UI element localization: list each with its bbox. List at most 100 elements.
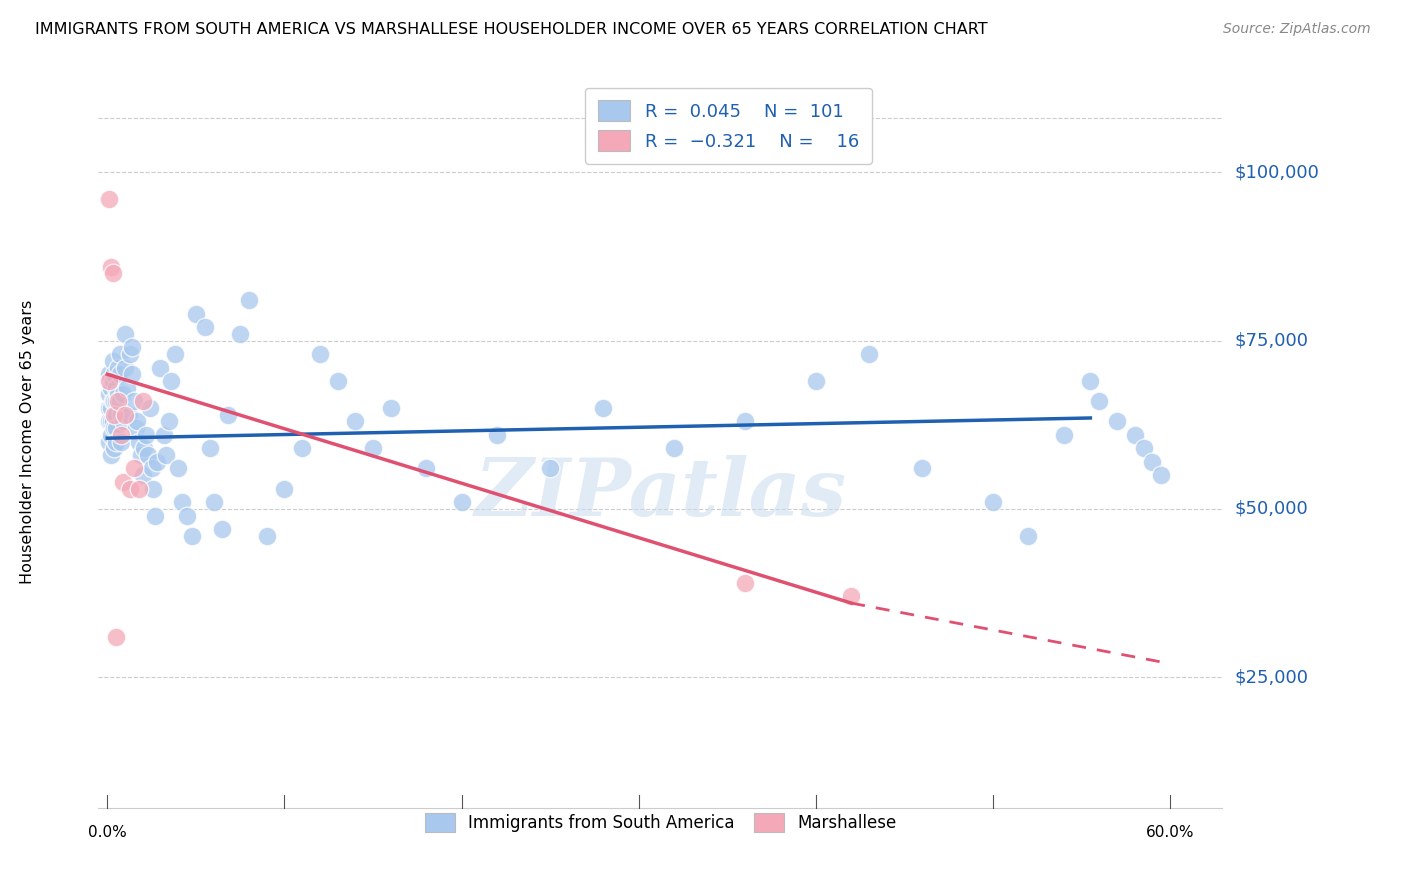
Point [103,408,125,422]
Point [110,408,132,422]
Point [120,347,142,361]
Point [101,394,124,409]
Point [105,394,128,409]
Point [101,266,124,280]
Text: ZIPatlas: ZIPatlas [475,455,846,533]
Point [128,434,150,449]
Point [134,442,156,456]
Point [101,414,124,428]
Text: Householder Income Over 65 years: Householder Income Over 65 years [20,300,35,583]
Point [198,442,221,456]
Point [122,394,145,409]
Point [160,374,183,388]
Text: $25,000: $25,000 [1234,668,1309,686]
Point [122,461,145,475]
Point [1150,468,1173,483]
Point [112,475,135,489]
Point [100,448,122,462]
Point [127,414,149,428]
Point [103,421,125,435]
Point [238,293,260,308]
Point [105,434,128,449]
Point [107,394,129,409]
Point [98,368,121,382]
Point [911,461,934,475]
Point [112,414,135,428]
Point [291,442,314,456]
Point [136,448,159,462]
Point [139,401,162,415]
Point [361,442,384,456]
Point [124,421,146,435]
Point [839,590,862,604]
Point [100,427,122,442]
Point [217,408,239,422]
Point [858,347,880,361]
Point [170,495,193,509]
Point [153,427,176,442]
Point [981,495,1004,509]
Point [115,381,138,395]
Point [105,421,128,435]
Point [142,482,165,496]
Point [273,482,295,496]
Point [105,630,128,644]
Point [176,508,198,523]
Point [135,427,157,442]
Point [114,326,136,341]
Point [98,192,121,206]
Point [103,368,125,382]
Point [100,401,122,415]
Point [101,374,124,388]
Point [117,408,139,422]
Point [146,455,169,469]
Point [229,326,252,341]
Point [167,461,190,475]
Point [256,529,278,543]
Point [538,461,561,475]
Point [1132,442,1154,456]
Point [308,347,330,361]
Point [326,374,349,388]
Point [592,401,614,415]
Point [143,508,166,523]
Legend: Immigrants from South America, Marshallese: Immigrants from South America, Marshalle… [413,802,908,844]
Point [98,374,121,388]
Point [108,394,131,409]
Point [114,408,136,422]
Point [149,360,172,375]
Point [1080,374,1102,388]
Point [112,387,135,401]
Point [107,387,129,401]
Point [163,347,186,361]
Point [202,495,225,509]
Point [103,442,125,456]
Point [734,414,756,428]
Point [380,401,402,415]
Text: $100,000: $100,000 [1234,163,1319,181]
Point [1105,414,1128,428]
Point [1142,455,1164,469]
Point [120,482,142,496]
Point [121,368,143,382]
Point [211,522,233,536]
Point [108,347,131,361]
Point [100,260,122,274]
Point [194,320,217,334]
Point [450,495,472,509]
Point [485,427,508,442]
Point [141,461,163,475]
Point [110,427,132,442]
Point [415,461,437,475]
Point [1088,394,1111,409]
Point [155,448,177,462]
Point [98,414,121,428]
Point [103,394,125,409]
Point [662,442,685,456]
Text: Source: ZipAtlas.com: Source: ZipAtlas.com [1223,22,1371,37]
Point [105,408,128,422]
Text: IMMIGRANTS FROM SOUTH AMERICA VS MARSHALLESE HOUSEHOLDER INCOME OVER 65 YEARS CO: IMMIGRANTS FROM SOUTH AMERICA VS MARSHAL… [35,22,988,37]
Point [100,414,122,428]
Point [1123,427,1146,442]
Point [107,360,129,375]
